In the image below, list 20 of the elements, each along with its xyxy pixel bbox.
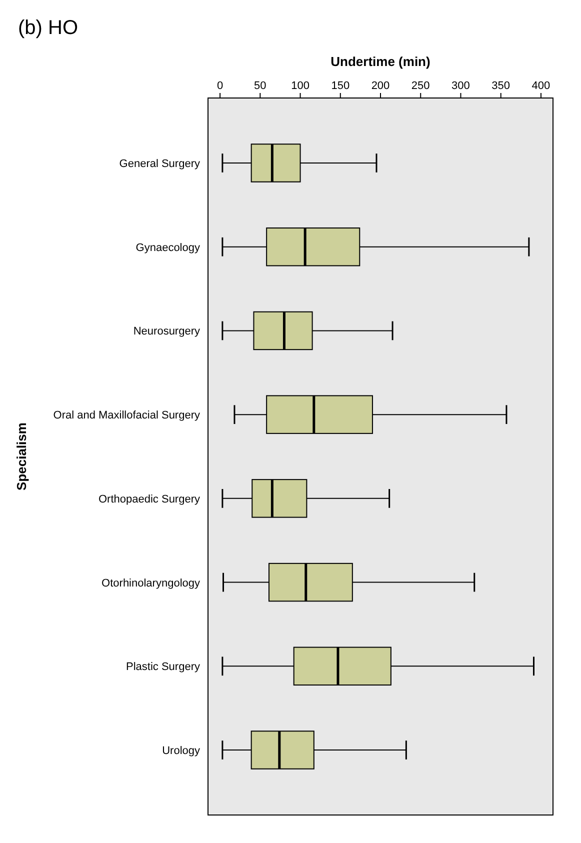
y-tick-label: Urology	[162, 745, 200, 758]
x-tick-label: 0	[216, 80, 224, 92]
x-tick-label: 200	[371, 80, 390, 92]
x-tick-label: 250	[411, 80, 430, 92]
y-tick-label: Otorhinolaryngology	[102, 577, 200, 590]
y-tick-label: Plastic Surgery	[126, 661, 200, 674]
y-tick-label: Gynaecology	[136, 242, 200, 254]
x-axis-title: Undertime (min)	[330, 54, 430, 69]
chart-title: (b) HO	[18, 17, 78, 39]
y-tick-label: Oral and Maxillofacial Surgery	[53, 410, 200, 422]
y-tick-label: General Surgery	[119, 158, 200, 170]
x-tick-label: 150	[331, 80, 350, 92]
y-tick-label: Orthopaedic Surgery	[98, 493, 200, 506]
y-tick-label: Neurosurgery	[133, 326, 200, 338]
x-tick-label: 50	[254, 80, 266, 92]
y-axis-title: Specialism	[14, 422, 29, 490]
x-tick-label: 300	[452, 80, 470, 92]
x-tick-label: 350	[492, 80, 510, 92]
x-tick-label: 400	[532, 80, 550, 92]
x-tick-label: 100	[291, 80, 310, 92]
